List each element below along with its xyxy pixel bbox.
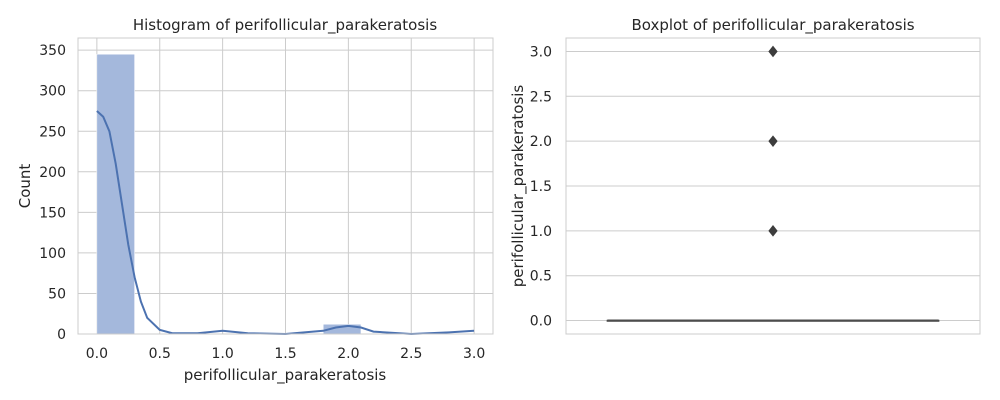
boxplot-y-tick-labels: 0.0 0.5 1.0 1.5 2.0 2.5 3.0: [530, 44, 552, 329]
histogram-y-tick-label: 200: [39, 165, 66, 181]
histogram-x-tick-label: 0.0: [86, 346, 108, 362]
boxplot-frame: [565, 37, 981, 335]
outlier-marker: [768, 45, 778, 58]
boxplot-y-tick-label: 3.0: [530, 44, 552, 60]
histogram-bar: [96, 53, 135, 335]
histogram-y-tick-label: 250: [39, 124, 66, 140]
histogram-frame: [77, 37, 494, 335]
histogram-x-tick-label: 1.5: [274, 346, 296, 362]
boxplot-title: Boxplot of perifollicular_parakeratosis: [631, 16, 914, 35]
outlier-marker: [768, 225, 778, 237]
histogram-title: Histogram of perifollicular_parakeratosi…: [133, 16, 437, 35]
histogram-y-tick-label: 350: [39, 43, 66, 59]
histogram-x-tick-label: 3.0: [463, 346, 485, 362]
histogram-x-tick-labels: 0.0 0.5 1.0 1.5 2.0 2.5 3.0: [86, 346, 486, 362]
histogram-bars: [96, 53, 362, 335]
boxplot-body: [606, 319, 940, 322]
boxplot-grid: [566, 50, 980, 322]
boxplot-y-axis-label: perifollicular_parakeratosis: [509, 85, 528, 288]
histogram-panel: Histogram of perifollicular_parakeratosi…: [16, 16, 494, 385]
histogram-x-tick-label: 1.0: [211, 346, 233, 362]
boxplot-y-tick-label: 0.5: [530, 269, 552, 285]
histogram-y-tick-label: 300: [39, 84, 66, 100]
boxplot-y-tick-label: 2.0: [530, 134, 552, 150]
boxplot-y-tick-label: 1.5: [530, 179, 552, 195]
histogram-y-axis-label: Count: [16, 164, 34, 209]
boxplot-panel: Boxplot of perifollicular_parakeratosis …: [509, 16, 981, 335]
boxplot-y-tick-label: 2.5: [530, 89, 552, 105]
kde-line: [96, 110, 475, 336]
histogram-y-tick-labels: 0 50 100 150 200 250 300 350: [39, 43, 66, 343]
histogram-x-tick-label: 2.0: [337, 346, 359, 362]
histogram-x-tick-label: 2.5: [400, 346, 422, 362]
histogram-y-tick-label: 150: [39, 205, 66, 221]
outlier-marker: [768, 135, 778, 147]
histogram-x-axis-label: perifollicular_parakeratosis: [184, 366, 387, 385]
boxplot-y-tick-label: 1.0: [530, 224, 552, 240]
histogram-y-tick-label: 100: [39, 246, 66, 262]
histogram-x-tick-label: 0.5: [149, 346, 171, 362]
histogram-grid: [78, 38, 493, 335]
boxplot-outliers: [768, 45, 778, 237]
boxplot-y-tick-label: 0.0: [530, 314, 552, 330]
histogram-y-tick-label: 50: [48, 286, 66, 302]
histogram-y-tick-label: 0: [57, 327, 66, 343]
